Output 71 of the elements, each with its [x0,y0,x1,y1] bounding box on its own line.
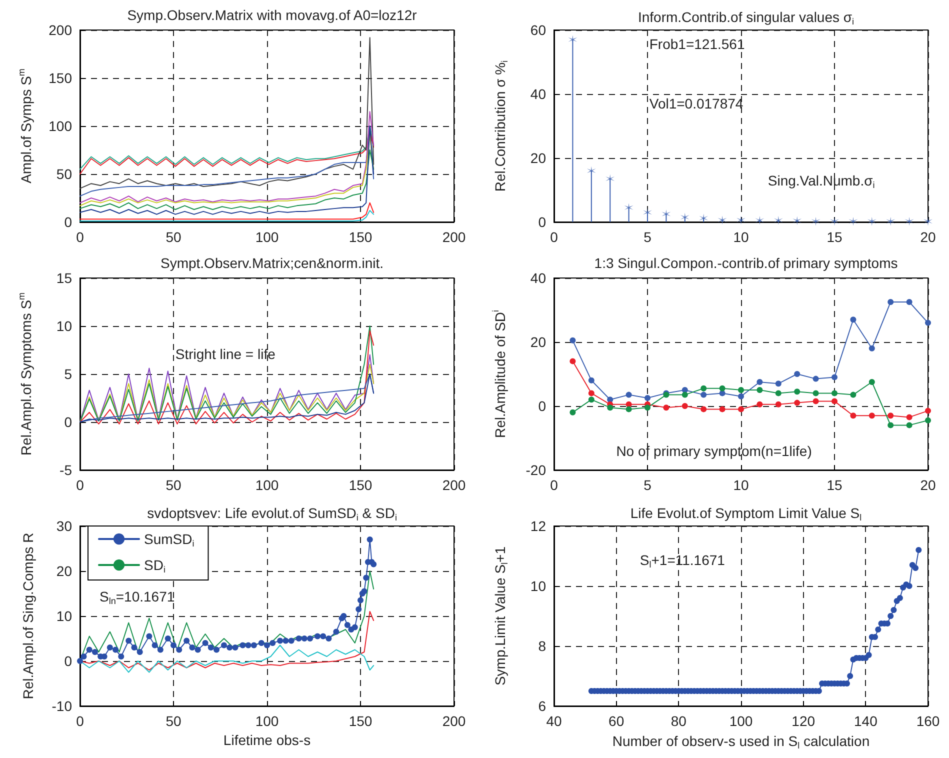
x-tick-label: 120 [792,713,816,729]
x-tick-label: 100 [255,477,279,493]
y-tick-label: 6 [538,698,546,714]
x-tick-label: 5 [644,229,652,245]
x-tick-label: 160 [916,713,940,729]
x-tick-label: 0 [550,477,558,493]
y-axis-title: Rel.Contribution σ %i [492,60,510,192]
x-tick-label: 50 [166,713,182,729]
y-tick-label: 30 [56,518,72,534]
y-axis-title: Rel.Ampl.of Sing.Comps R [20,532,36,700]
x-tick-label: 5 [644,477,652,493]
x-tick-label: 80 [670,713,687,729]
y-tick-label: 100 [48,118,72,134]
annotation: Stright line = life [175,346,276,362]
y-tick-label: 10 [56,608,72,624]
x-tick-label: 10 [733,229,749,245]
x-tick-label: 15 [826,229,842,245]
x-tick-label: 200 [442,713,466,729]
y-axis-title: Ampl.of Symps Sm [16,68,34,184]
x-tick-label: 0 [550,229,558,245]
y-axis-title: Rel.Amplitude of SDi [490,310,508,438]
annotation: Frob1=121.561 [649,36,745,52]
x-tick-label: 200 [442,229,466,245]
y-tick-label: 0 [64,414,72,430]
y-tick-label: 60 [530,22,546,38]
x-axis-title: Lifetime obs-s [223,732,311,748]
y-tick-label: 12 [530,518,546,534]
annotation: Vol1=0.017874 [649,96,744,112]
chart-title: Sympt.Observ.Matrix;cen&norm.init. [160,255,384,271]
x-tick-label: 200 [442,477,466,493]
x-tick-label: 15 [826,477,842,493]
x-tick-label: 60 [608,713,624,729]
x-tick-label: 150 [348,477,372,493]
x-tick-label: 10 [733,477,749,493]
x-tick-label: 50 [166,477,182,493]
x-tick-label: 0 [76,229,84,245]
y-tick-label: 20 [530,334,546,350]
y-tick-label: 40 [530,86,546,102]
x-tick-label: 150 [348,229,372,245]
x-tick-label: 100 [255,713,279,729]
y-axis-title: Symp.Limit Value Sl+1 [492,546,510,686]
y-tick-label: 50 [56,166,72,182]
y-tick-label: -10 [52,698,72,714]
y-axis-title: Rel.Ampl.of Symptoms Sm [16,292,34,456]
y-tick-label: 0 [538,398,546,414]
x-tick-label: 140 [854,713,878,729]
y-tick-label: 10 [56,318,72,334]
y-tick-label: -20 [526,462,546,478]
y-tick-label: 5 [64,366,72,382]
x-tick-label: 100 [729,713,753,729]
y-tick-label: 15 [56,270,72,286]
y-tick-label: 150 [48,70,72,86]
x-tick-label: 20 [920,477,936,493]
y-tick-label: 0 [64,653,72,669]
y-tick-label: 10 [530,578,546,594]
y-tick-label: 0 [64,214,72,230]
y-tick-label: 0 [538,214,546,230]
y-tick-label: 8 [538,638,546,654]
x-tick-label: 150 [348,713,372,729]
y-tick-label: 20 [530,150,546,166]
y-tick-label: 20 [56,563,72,579]
y-tick-label: 200 [48,22,72,38]
x-tick-label: 20 [920,229,936,245]
chart-title: 1:3 Singul.Compon.-contrib.of primary symptoms [594,255,898,271]
y-tick-label: 40 [530,270,546,286]
y-tick-label: -5 [60,462,72,478]
x-tick-label: 0 [76,477,84,493]
chart-title: Symp.Observ.Matrix with movavg.of A0=loz12r [127,7,418,23]
x-tick-label: 100 [255,229,279,245]
x-tick-label: 50 [166,229,182,245]
x-tick-label: 0 [76,713,84,729]
